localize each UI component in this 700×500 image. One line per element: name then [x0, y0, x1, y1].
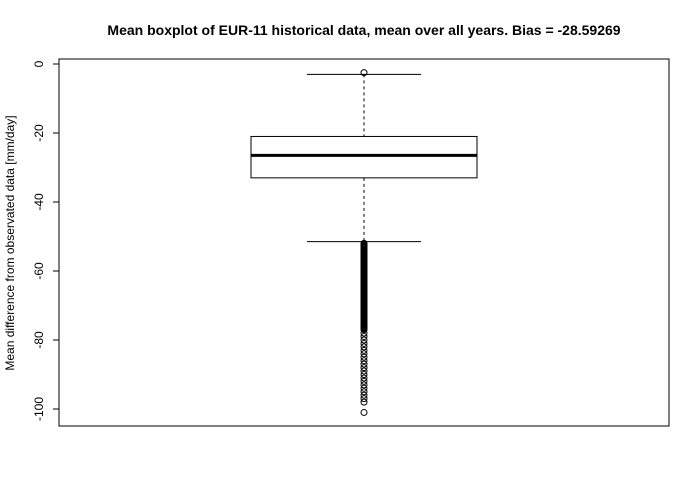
outlier-point — [360, 377, 368, 385]
outlier-point — [360, 346, 368, 354]
y-tick-label: -20 — [32, 124, 46, 142]
outlier-point — [360, 336, 368, 344]
y-tick-label: -60 — [32, 262, 46, 280]
y-axis-label: Mean difference from observated data [mm… — [3, 115, 17, 370]
y-tick-label: -100 — [32, 397, 46, 421]
box-group — [250, 73, 478, 243]
outlier-point — [360, 388, 368, 396]
outlier-point — [360, 364, 368, 372]
outlier-point — [360, 374, 368, 382]
y-tick-label: 0 — [32, 60, 46, 67]
chart-title: Mean boxplot of EUR-11 historical data, … — [107, 22, 620, 38]
outlier-point — [360, 360, 368, 368]
y-tick-label: -80 — [32, 331, 46, 349]
iqr-box — [250, 135, 478, 179]
outlier-point — [360, 381, 368, 389]
outlier-point — [360, 350, 368, 358]
outlier-point — [360, 326, 368, 334]
outlier-point — [360, 333, 368, 341]
outlier-points — [360, 69, 368, 416]
outlier-point — [360, 329, 368, 337]
outlier-point — [360, 408, 368, 416]
outlier-point — [360, 343, 368, 351]
outlier-point — [360, 391, 368, 399]
outlier-point — [360, 367, 368, 375]
y-axis: 0 -20 -40 -60 -80 -100 — [32, 60, 60, 421]
outlier-point — [360, 395, 368, 403]
outlier-point — [360, 384, 368, 392]
outlier-point — [360, 357, 368, 365]
outlier-point — [360, 353, 368, 361]
outlier-point — [360, 371, 368, 378]
outlier-point — [360, 69, 368, 77]
outlier-point — [360, 398, 368, 406]
y-tick-label: -40 — [32, 193, 46, 211]
outlier-point — [360, 339, 368, 347]
